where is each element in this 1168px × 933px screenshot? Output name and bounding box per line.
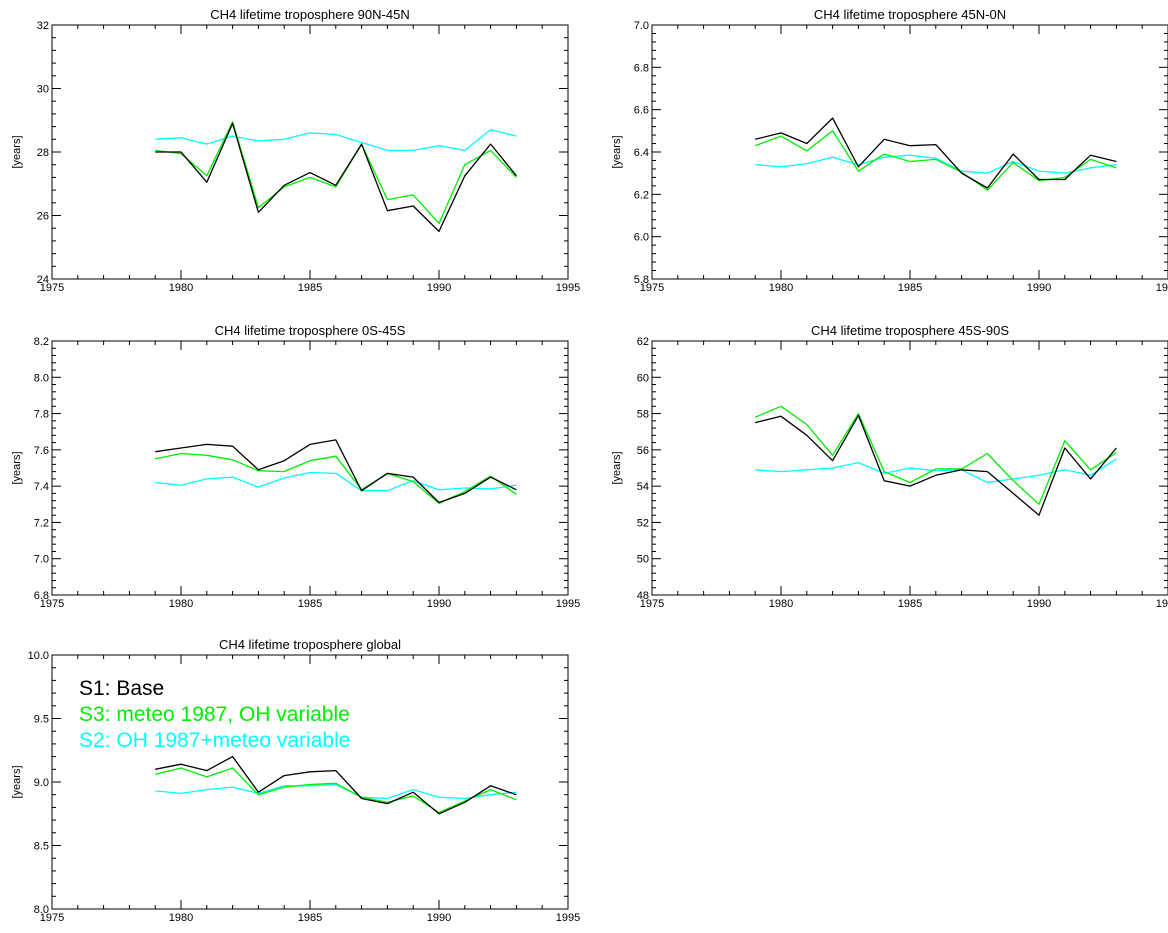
series-line-s2	[755, 458, 1117, 484]
y-tick-label: 9.0	[34, 777, 49, 789]
series-line-s1	[155, 122, 517, 233]
y-tick-label: 62	[637, 336, 649, 348]
x-tick-label: 1980	[169, 912, 193, 924]
x-tick-label: 1980	[769, 598, 793, 610]
y-axis-label: [years]	[611, 451, 623, 484]
y-tick-label: 8.5	[34, 841, 49, 853]
y-tick-label: 28	[37, 147, 49, 159]
x-tick-label: 1985	[298, 282, 322, 294]
y-axis-label: [years]	[11, 135, 23, 168]
y-tick-label: 7.0	[34, 554, 49, 566]
x-tick-label: 1995	[556, 282, 580, 294]
x-tick-label: 1990	[1027, 598, 1051, 610]
y-tick-label: 58	[637, 409, 649, 421]
series-line-s3	[754, 405, 1117, 505]
series-line-s1	[755, 117, 1117, 189]
x-tick-label: 1975	[40, 912, 64, 924]
x-tick-label: 1985	[298, 912, 322, 924]
y-tick-label: 26	[37, 211, 49, 223]
y-tick-label: 8.2	[34, 336, 49, 348]
series-line-s3	[155, 121, 517, 225]
y-tick-label: 6.4	[634, 147, 649, 159]
chart-title: CH4 lifetime troposphere 90N-45N	[210, 7, 409, 22]
y-tick-label: 30	[37, 84, 49, 96]
x-tick-label: 1985	[298, 598, 322, 610]
x-tick-label: 1990	[427, 912, 451, 924]
y-tick-label: 6.0	[634, 232, 649, 244]
y-tick-label: 5.8	[634, 274, 649, 286]
y-tick-label: 9.5	[34, 714, 49, 726]
x-tick-label: 1990	[427, 598, 451, 610]
series-line-s2	[755, 154, 1117, 174]
y-tick-label: 6.8	[34, 590, 49, 602]
x-tick-label: 1995	[556, 912, 580, 924]
y-tick-label: 48	[637, 590, 649, 602]
chart-panel-1: CH4 lifetime troposphere 90N-45N [years] 1…	[11, 7, 580, 294]
x-tick-label: 1980	[169, 282, 193, 294]
x-tick-label: 1975	[640, 282, 664, 294]
y-tick-label: 6.8	[634, 62, 649, 74]
x-tick-label: 1995	[556, 598, 580, 610]
y-tick-label: 6.2	[634, 189, 649, 201]
y-tick-label: 7.6	[34, 445, 49, 457]
y-tick-label: 7.0	[634, 20, 649, 32]
y-axis-label: [years]	[11, 765, 23, 798]
chart-title: CH4 lifetime troposphere 45S-90S	[811, 323, 1009, 338]
y-tick-label: 54	[637, 481, 649, 493]
y-tick-label: 8.0	[34, 372, 49, 384]
series-line-s1	[155, 439, 517, 504]
chart-title: CH4 lifetime troposphere global	[219, 637, 401, 652]
series-line-s3	[155, 452, 517, 505]
chart-title: CH4 lifetime troposphere 45N-0N	[814, 7, 1006, 22]
x-tick-label: 1980	[769, 282, 793, 294]
chart-panel-5: CH4 lifetime troposphere global [years] 19…	[11, 637, 580, 924]
x-tick-label: 1985	[898, 598, 922, 610]
y-tick-label: 50	[637, 554, 649, 566]
y-tick-label: 6.6	[634, 105, 649, 117]
plot-frame	[651, 24, 1168, 280]
x-tick-label: 1975	[40, 598, 64, 610]
chart-panel-2: CH4 lifetime troposphere 45N-0N [years] 19…	[611, 7, 1168, 294]
legend-entry-s3: S3: meteo 1987, OH variable	[79, 703, 350, 726]
series-line-s2	[155, 471, 517, 492]
series-line-s3	[155, 767, 517, 814]
x-tick-label: 1995	[1156, 598, 1168, 610]
y-tick-label: 24	[37, 274, 49, 286]
series-line-s2	[155, 129, 517, 152]
legend-entry-s2: S2: OH 1987+meteo variable	[79, 729, 350, 752]
y-tick-label: 7.2	[34, 517, 49, 529]
plot-frame	[51, 340, 569, 596]
x-tick-label: 1990	[1027, 282, 1051, 294]
legend-entry-s1: S1: Base	[79, 677, 164, 700]
y-axis-label: [years]	[11, 451, 23, 484]
x-tick-label: 1975	[40, 282, 64, 294]
y-axis-label: [years]	[611, 135, 623, 168]
series-line-s2	[155, 783, 517, 800]
y-tick-label: 60	[637, 372, 649, 384]
x-tick-label: 1975	[640, 598, 664, 610]
y-tick-label: 7.4	[34, 481, 49, 493]
y-tick-label: 10.0	[28, 650, 49, 662]
y-tick-label: 52	[637, 517, 649, 529]
x-tick-label: 1995	[1156, 282, 1168, 294]
x-tick-label: 1985	[898, 282, 922, 294]
x-tick-label: 1990	[427, 282, 451, 294]
y-tick-label: 8.0	[34, 904, 49, 916]
series-line-s3	[754, 130, 1117, 191]
plot-frame	[51, 24, 569, 280]
y-tick-label: 32	[37, 20, 49, 32]
legend: S1: Base S3: meteo 1987, OH variable S2: O…	[79, 677, 350, 752]
series-line-s1	[155, 755, 517, 815]
chart-panel-3: CH4 lifetime troposphere 0S-45S [years] 19…	[11, 323, 580, 610]
series-line-s1	[755, 414, 1117, 516]
y-tick-label: 7.8	[34, 409, 49, 421]
chart-panel-4: CH4 lifetime troposphere 45S-90S [years] 1…	[611, 323, 1168, 610]
y-tick-label: 56	[637, 445, 649, 457]
chart-title: CH4 lifetime troposphere 0S-45S	[215, 323, 406, 338]
x-tick-label: 1980	[169, 598, 193, 610]
